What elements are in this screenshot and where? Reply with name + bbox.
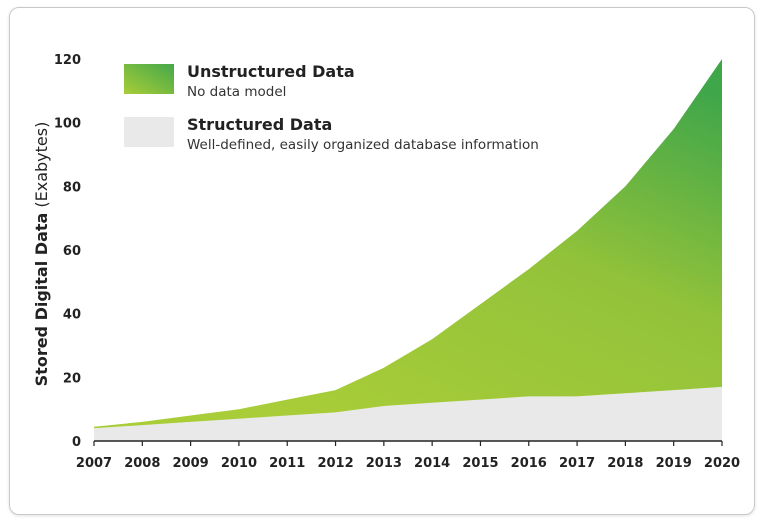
y-tick-label: 40 [63, 308, 81, 323]
y-tick-label: 80 [63, 180, 81, 195]
legend-swatch-unstructured [124, 64, 174, 94]
y-axis-label-unit: (Exabytes) [32, 122, 51, 213]
y-axis-label-bold: Stored Digital Data [32, 213, 51, 387]
x-tick-label: 2012 [317, 456, 353, 471]
chart-frame [9, 7, 755, 515]
x-tick-label: 2011 [269, 456, 305, 471]
x-tick-label: 2015 [462, 456, 498, 471]
legend: Unstructured Data No data model Structur… [124, 62, 539, 153]
y-tick-label: 0 [72, 435, 81, 450]
y-tick-label: 20 [63, 371, 81, 386]
y-tick-label: 120 [54, 53, 81, 68]
y-axis-label: Stored Digital Data (Exabytes) [32, 122, 51, 387]
x-tick-label: 2014 [414, 456, 450, 471]
x-tick-label: 2019 [656, 456, 692, 471]
x-tick-label: 2017 [559, 456, 595, 471]
x-tick-label: 2007 [76, 456, 112, 471]
x-tick-label: 2010 [221, 456, 257, 471]
area-unstructured-data [94, 59, 722, 429]
legend-desc-structured: Well-defined, easily organized database … [187, 137, 539, 153]
x-tick-label: 2008 [124, 456, 160, 471]
x-tick-label: 2009 [173, 456, 209, 471]
x-tick-label: 2013 [366, 456, 402, 471]
y-tick-label: 100 [54, 117, 81, 132]
legend-swatch-structured [124, 117, 174, 147]
x-tick-label: 2016 [511, 456, 547, 471]
legend-desc-unstructured: No data model [187, 84, 286, 100]
x-tick-label: 2018 [607, 456, 643, 471]
legend-title-structured: Structured Data [187, 115, 332, 134]
x-tick-label: 2020 [704, 456, 740, 471]
legend-title-unstructured: Unstructured Data [187, 62, 355, 81]
y-tick-label: 60 [63, 244, 81, 259]
area-structured-data [94, 386, 722, 441]
